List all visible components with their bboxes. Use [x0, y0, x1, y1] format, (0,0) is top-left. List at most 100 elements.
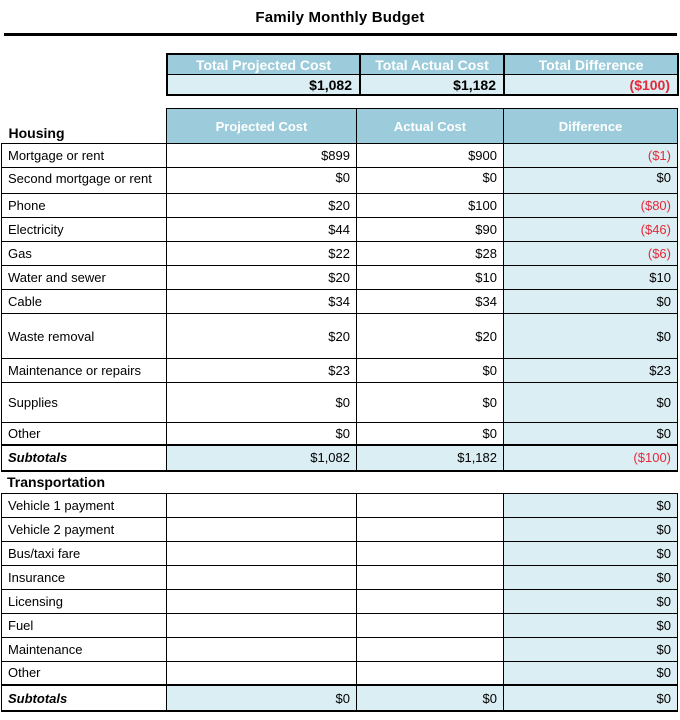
housing-header-row: Housing Projected Cost Actual Cost Diffe…	[1, 108, 678, 144]
difference-cell[interactable]: $0	[503, 564, 678, 590]
row-label-cell[interactable]: Gas	[1, 241, 167, 266]
actual-cost-cell[interactable]: $34	[356, 289, 504, 314]
row-label: Other	[8, 425, 41, 441]
housing-table: Housing Projected Cost Actual Cost Diffe…	[1, 108, 678, 472]
row-label: Cable	[8, 294, 42, 309]
transportation-subtotal-difference-cell[interactable]: $0	[503, 684, 678, 712]
actual-cost-cell[interactable]	[356, 492, 504, 518]
row-label-cell[interactable]: Phone	[1, 193, 167, 218]
row-label-cell[interactable]: Vehicle 2 payment	[1, 516, 167, 542]
row-label-cell[interactable]: Maintenance	[1, 636, 167, 662]
row-label-cell[interactable]: Maintenance or repairs	[1, 358, 167, 383]
table-row: Bus/taxi fare $0	[1, 540, 678, 566]
projected-cost-cell[interactable]: $20	[166, 193, 357, 218]
row-label-cell[interactable]: Other	[1, 422, 167, 445]
difference-cell[interactable]: $0	[503, 540, 678, 566]
actual-cost-cell[interactable]	[356, 660, 504, 686]
projected-cost-cell[interactable]: $0	[166, 382, 357, 423]
row-label-cell[interactable]: Supplies	[1, 382, 167, 423]
difference-cell[interactable]: $0	[503, 516, 678, 542]
difference-cell[interactable]: $23	[503, 358, 678, 383]
projected-cost-cell[interactable]: $34	[166, 289, 357, 314]
actual-cost-cell[interactable]: $900	[356, 143, 504, 168]
actual-cost-cell[interactable]	[356, 564, 504, 590]
housing-subtotals-row: Subtotals $1,082 $1,182 ($100)	[1, 443, 678, 472]
difference-cell[interactable]: $0	[503, 313, 678, 359]
actual-cost-cell[interactable]: $0	[356, 167, 504, 194]
actual-cost-cell[interactable]	[356, 588, 504, 614]
row-label-cell[interactable]: Licensing	[1, 588, 167, 614]
row-label-cell[interactable]: Second mortgage or rent	[1, 167, 167, 194]
summary-total-difference-cell[interactable]: ($100)	[503, 74, 679, 96]
difference-cell[interactable]: $0	[503, 492, 678, 518]
row-label-cell[interactable]: Bus/taxi fare	[1, 540, 167, 566]
projected-cost-cell[interactable]	[166, 636, 357, 662]
summary-total-actual-cell[interactable]: $1,182	[359, 74, 505, 96]
difference-cell[interactable]: ($1)	[503, 143, 678, 168]
projected-cost-cell[interactable]: $0	[166, 167, 357, 194]
row-label-cell[interactable]: Insurance	[1, 564, 167, 590]
projected-cost-cell[interactable]: $22	[166, 241, 357, 266]
summary-table: Total Projected Cost Total Actual Cost T…	[166, 53, 679, 96]
row-label-cell[interactable]: Cable	[1, 289, 167, 314]
row-label: Mortgage or rent	[8, 148, 105, 163]
actual-cost-cell[interactable]: $10	[356, 265, 504, 290]
projected-cost-cell[interactable]: $20	[166, 313, 357, 359]
difference-cell[interactable]: $10	[503, 265, 678, 290]
difference-cell[interactable]: $0	[503, 422, 678, 445]
difference-cell[interactable]: $0	[503, 382, 678, 423]
actual-cost-cell[interactable]: $90	[356, 217, 504, 242]
actual-cost-cell[interactable]	[356, 612, 504, 638]
housing-subtotal-projected-cell[interactable]: $1,082	[166, 443, 357, 472]
difference-cell[interactable]: $0	[503, 167, 678, 194]
actual-cost-cell[interactable]	[356, 540, 504, 566]
row-label: Waste removal	[8, 328, 95, 344]
projected-cost-cell[interactable]	[166, 540, 357, 566]
difference-cell[interactable]: ($6)	[503, 241, 678, 266]
projected-cost-cell[interactable]: $23	[166, 358, 357, 383]
table-row: Supplies $0 $0 $0	[1, 382, 678, 423]
projected-cost-cell[interactable]	[166, 516, 357, 542]
row-label-cell[interactable]: Fuel	[1, 612, 167, 638]
row-label-cell[interactable]: Waste removal	[1, 313, 167, 359]
projected-cost-cell[interactable]: $899	[166, 143, 357, 168]
actual-cost-cell[interactable]: $28	[356, 241, 504, 266]
difference-cell[interactable]: $0	[503, 612, 678, 638]
housing-section-label: Housing	[1, 108, 167, 144]
housing-subtotal-actual-cell[interactable]: $1,182	[356, 443, 504, 472]
row-label-cell[interactable]: Other	[1, 660, 167, 686]
row-label-cell[interactable]: Water and sewer	[1, 265, 167, 290]
actual-cost-cell[interactable]: $20	[356, 313, 504, 359]
projected-cost-cell[interactable]: $44	[166, 217, 357, 242]
summary-total-projected-cell[interactable]: $1,082	[166, 74, 361, 96]
actual-cost-cell[interactable]	[356, 516, 504, 542]
projected-cost-cell[interactable]	[166, 660, 357, 686]
projected-cost-cell[interactable]: $20	[166, 265, 357, 290]
difference-cell[interactable]: ($46)	[503, 217, 678, 242]
housing-subtotal-difference-cell[interactable]: ($100)	[503, 443, 678, 472]
row-label-cell[interactable]: Vehicle 1 payment	[1, 492, 167, 518]
actual-cost-cell[interactable]: $0	[356, 382, 504, 423]
actual-cost-cell[interactable]: $100	[356, 193, 504, 218]
row-label: Maintenance	[8, 641, 83, 657]
row-label-cell[interactable]: Electricity	[1, 217, 167, 242]
difference-cell[interactable]: $0	[503, 289, 678, 314]
actual-cost-cell[interactable]: $0	[356, 358, 504, 383]
difference-cell[interactable]: $0	[503, 660, 678, 686]
housing-header-projected: Projected Cost	[166, 108, 357, 144]
projected-cost-cell[interactable]	[166, 612, 357, 638]
difference-cell[interactable]: ($80)	[503, 193, 678, 218]
projected-cost-cell[interactable]: $0	[166, 422, 357, 445]
projected-cost-cell[interactable]	[166, 588, 357, 614]
row-label-cell[interactable]: Mortgage or rent	[1, 143, 167, 168]
transportation-subtotal-projected-cell[interactable]: $0	[166, 684, 357, 712]
difference-cell[interactable]: $0	[503, 588, 678, 614]
difference-cell[interactable]: $0	[503, 636, 678, 662]
row-label: Vehicle 1 payment	[8, 497, 115, 513]
actual-cost-cell[interactable]: $0	[356, 422, 504, 445]
projected-cost-cell[interactable]	[166, 564, 357, 590]
table-row: Water and sewer $20 $10 $10	[1, 265, 678, 290]
transportation-subtotal-actual-cell[interactable]: $0	[356, 684, 504, 712]
projected-cost-cell[interactable]	[166, 492, 357, 518]
actual-cost-cell[interactable]	[356, 636, 504, 662]
